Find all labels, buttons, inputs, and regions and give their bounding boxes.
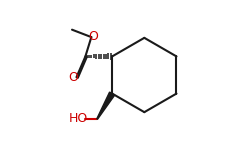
Text: O: O — [68, 71, 78, 84]
Text: HO: HO — [69, 112, 88, 125]
Text: O: O — [88, 30, 98, 43]
Polygon shape — [97, 92, 115, 119]
